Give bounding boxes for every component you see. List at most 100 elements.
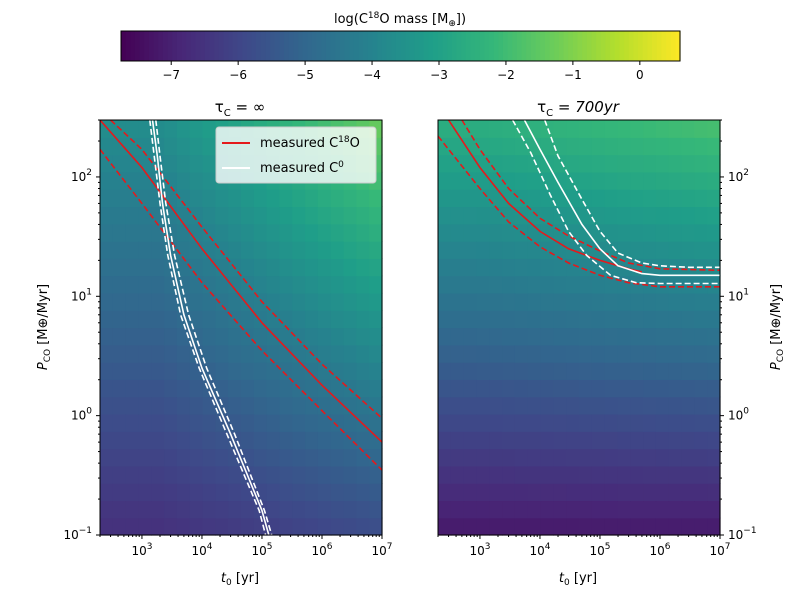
- heatmap-cell: [707, 189, 721, 208]
- heatmap-cell: [241, 362, 255, 380]
- heatmap-cell: [643, 154, 657, 173]
- heatmap-cell: [266, 206, 281, 225]
- heatmap-cell: [643, 379, 657, 398]
- heatmap-cell: [553, 465, 567, 484]
- heatmap-cell: [369, 413, 383, 432]
- heatmap-cell: [463, 379, 478, 398]
- heatmap-cell: [228, 292, 242, 311]
- heatmap-cell: [463, 292, 478, 311]
- heatmap-cell: [681, 379, 695, 398]
- heatmap-cell: [125, 327, 140, 346]
- heatmap-cell: [253, 379, 268, 398]
- left-panel-title: τC = ∞: [215, 98, 266, 119]
- heatmap-cell: [189, 258, 204, 277]
- axes-frame: [99, 119, 383, 536]
- heatmap-cell: [125, 137, 140, 156]
- colorbar-cell: [605, 31, 611, 61]
- heatmap-cell: [125, 154, 140, 173]
- heatmap-cell: [279, 396, 293, 415]
- colorbar-cell: [675, 31, 681, 61]
- heatmap-cell: [330, 292, 345, 311]
- heatmap-cell: [202, 223, 216, 242]
- heatmap-cell: [604, 448, 619, 467]
- colorbar-cell: [274, 31, 280, 61]
- colorbar-cell: [270, 31, 276, 61]
- colorbar-cell: [167, 31, 173, 61]
- heatmap-cell: [553, 483, 567, 502]
- colorbar-tick-label: 0: [636, 68, 644, 82]
- heatmap-cell: [100, 362, 114, 380]
- heatmap-cell: [317, 448, 332, 467]
- heatmap-cell: [343, 465, 357, 484]
- heatmap-cell: [668, 171, 683, 190]
- heatmap-cell: [502, 310, 516, 329]
- heatmap-cell: [202, 448, 216, 467]
- heatmap-cell: [438, 465, 452, 484]
- heatmap-cell: [356, 379, 370, 398]
- heatmap-cell: [540, 517, 554, 536]
- heatmap-cell: [540, 500, 554, 519]
- heatmap-cell: [502, 413, 516, 432]
- heatmap-cell: [655, 275, 670, 294]
- heatmap-cell: [317, 189, 332, 208]
- heatmap-cell: [579, 223, 593, 242]
- heatmap-cell: [253, 483, 268, 502]
- colorbar-cell: [447, 31, 453, 61]
- heatmap-cell: [164, 292, 178, 311]
- heatmap-cell: [591, 137, 606, 156]
- colorbar-cell: [600, 31, 607, 61]
- heatmap-cell: [630, 206, 644, 225]
- heatmap-cell: [330, 396, 345, 415]
- heatmap-cell: [189, 431, 204, 450]
- heatmap-cell: [228, 517, 242, 536]
- heatmap-cell: [356, 431, 370, 450]
- heatmap-cell: [694, 189, 708, 208]
- heatmap-cell: [668, 154, 683, 173]
- heatmap-cell: [228, 483, 242, 502]
- heatmap-cell: [279, 448, 293, 467]
- colorbar-cell: [475, 31, 481, 61]
- heatmap-cell: [476, 448, 490, 467]
- heatmap-cell: [476, 344, 490, 363]
- y-tick-label: 100: [71, 407, 92, 423]
- heatmap-cell: [643, 500, 657, 519]
- colorbar-cell: [423, 31, 430, 61]
- left-panel: 103 104 105 106 107 10−1 100 101 102: [63, 119, 393, 558]
- heatmap-cell: [176, 171, 191, 190]
- heatmap-cell: [292, 310, 306, 329]
- heatmap-cell: [502, 137, 516, 156]
- heatmap-cell: [202, 396, 216, 415]
- y-tick-label: 10−1: [728, 526, 757, 542]
- heatmap-cell: [164, 483, 178, 502]
- heatmap-cell: [630, 137, 644, 156]
- heatmap-cell: [566, 206, 580, 225]
- heatmap-cell: [540, 413, 554, 432]
- colorbar-cell: [395, 31, 402, 61]
- heatmap-cell: [566, 500, 580, 519]
- y-tick-label: 101: [71, 287, 92, 303]
- heatmap-cell: [356, 396, 370, 415]
- heatmap-cell: [100, 189, 114, 208]
- heatmap-cell: [343, 327, 357, 346]
- heatmap-cell: [125, 310, 140, 329]
- heatmap-cell: [540, 379, 554, 398]
- colorbar-cell: [223, 31, 229, 61]
- heatmap-cell: [502, 206, 516, 225]
- heatmap-cell: [540, 448, 554, 467]
- heatmap-cell: [369, 310, 383, 329]
- series-line: [438, 135, 720, 288]
- heatmap-cell: [279, 206, 293, 225]
- heatmap-cell: [591, 379, 606, 398]
- heatmap-cell: [553, 413, 567, 432]
- heatmap-cell: [253, 206, 268, 225]
- colorbar-cell: [158, 31, 164, 61]
- heatmap-cell: [176, 500, 191, 519]
- heatmap-cell: [668, 189, 683, 208]
- heatmap-cell: [668, 465, 683, 484]
- heatmap-cell: [369, 362, 383, 380]
- heatmap-cell: [138, 171, 152, 190]
- heatmap-cell: [604, 154, 619, 173]
- heatmap-cell: [476, 310, 490, 329]
- heatmap-cell: [189, 310, 204, 329]
